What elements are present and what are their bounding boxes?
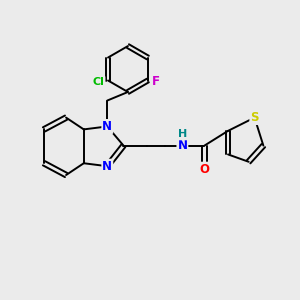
Text: H: H: [178, 129, 187, 140]
Text: O: O: [200, 163, 209, 176]
Text: F: F: [152, 76, 160, 88]
Text: N: N: [177, 139, 188, 152]
Text: N: N: [102, 120, 112, 133]
Text: Cl: Cl: [93, 77, 104, 87]
Text: N: N: [102, 160, 112, 173]
Text: S: S: [250, 111, 259, 124]
